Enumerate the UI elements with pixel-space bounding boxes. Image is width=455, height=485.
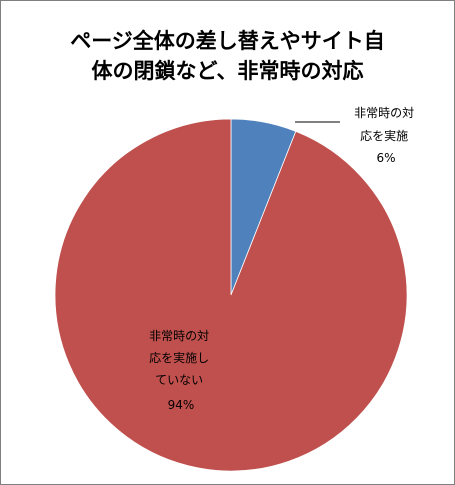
- slice-value-not-implemented: 94%: [168, 398, 195, 412]
- slice-label-not-implemented-line-3: ていない: [155, 373, 203, 387]
- slice-label-implemented: 非常時の対 応を実施 6%: [354, 106, 418, 165]
- slice-label-implemented-line-2: 応を実施: [360, 128, 408, 143]
- slice-label-not-implemented-line-2: 応を実施し: [149, 350, 209, 365]
- pie-slices: [54, 118, 408, 472]
- pie-slice-not-implemented: [54, 118, 408, 472]
- chart-title: ページ全体の差し替えやサイト自 体の閉鎖など、非常時の対応: [0, 26, 455, 86]
- slice-value-implemented: 6%: [376, 151, 395, 165]
- slice-label-not-implemented: 非常時の対 応を実施し ていない 94%: [149, 329, 213, 412]
- slice-label-not-implemented-line-1: 非常時の対: [149, 329, 209, 343]
- chart-title-line-1: ページ全体の差し替えやサイト自: [70, 29, 385, 53]
- slice-label-implemented-line-1: 非常時の対: [354, 106, 414, 120]
- chart-title-line-2: 体の閉鎖など、非常時の対応: [91, 59, 364, 83]
